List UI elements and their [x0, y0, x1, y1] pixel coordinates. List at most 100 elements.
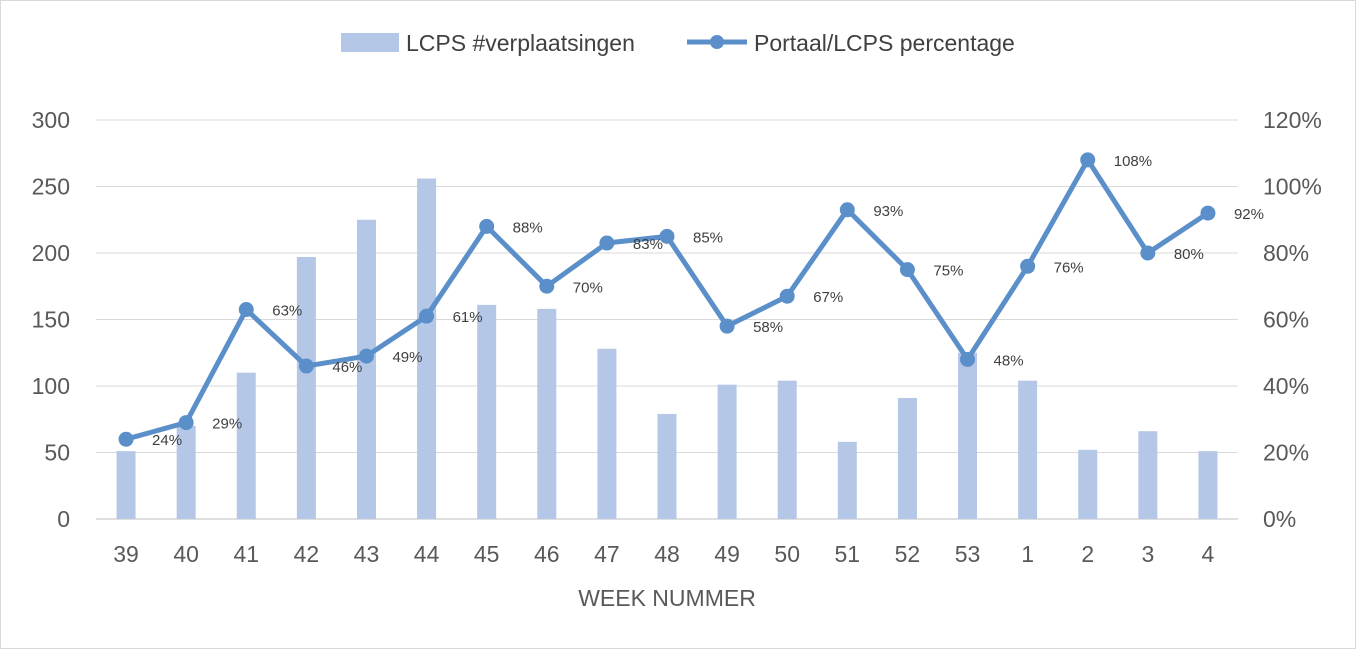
y-left-tick: 50: [44, 440, 70, 466]
bar-series: [116, 178, 1218, 519]
line-marker: [1020, 258, 1036, 274]
bar: [537, 308, 557, 519]
y-left-tick: 150: [32, 307, 70, 333]
y-left-tick: 250: [32, 174, 70, 200]
data-label: 92%: [1234, 206, 1264, 223]
line-marker: [899, 262, 915, 278]
y-right-tick: 40%: [1263, 373, 1309, 399]
data-label: 76%: [1054, 259, 1084, 276]
x-tick: 41: [233, 541, 259, 567]
bar: [958, 352, 978, 519]
data-label: 108%: [1114, 153, 1152, 170]
gridlines: [96, 119, 1238, 520]
x-tick: 47: [594, 541, 620, 567]
x-tick: 49: [714, 541, 740, 567]
left-axis: 0 50 100 150 200 250 300: [32, 107, 70, 532]
bar: [1078, 449, 1098, 519]
line-marker: [419, 308, 435, 324]
x-tick: 45: [474, 541, 500, 567]
line-marker: [839, 202, 855, 218]
bar: [597, 348, 617, 519]
y-left-tick: 100: [32, 373, 70, 399]
line-marker: [539, 278, 555, 294]
y-right-tick: 100%: [1263, 174, 1322, 200]
data-label: 46%: [332, 359, 362, 376]
legend: LCPS #verplaatsingen Portaal/LCPS percen…: [341, 30, 1015, 56]
x-tick: 44: [414, 541, 440, 567]
legend-bar-swatch: [341, 33, 399, 52]
legend-line-label: Portaal/LCPS percentage: [754, 30, 1015, 56]
bar: [897, 397, 917, 519]
x-tick: 39: [113, 541, 139, 567]
x-tick: 3: [1141, 541, 1154, 567]
data-label: 49%: [392, 349, 422, 366]
bar: [717, 384, 737, 519]
data-label: 75%: [933, 263, 963, 280]
data-label: 61%: [453, 309, 483, 326]
bar: [657, 413, 677, 519]
x-axis: 39 40 41 42 43 44 45 46 47 48 49 50 51 52 53 1 2 3 4: [113, 541, 1214, 567]
x-tick: 52: [895, 541, 921, 567]
line-marker: [178, 415, 194, 431]
line-marker: [298, 358, 314, 374]
bar: [176, 425, 196, 519]
bar: [356, 219, 376, 519]
line-marker: [719, 318, 735, 334]
x-tick: 40: [173, 541, 199, 567]
bar: [1198, 451, 1218, 519]
data-label: 70%: [573, 279, 603, 296]
bar: [1138, 431, 1158, 519]
data-label: 58%: [753, 319, 783, 336]
series-line: [125, 157, 1210, 442]
bar: [837, 441, 857, 519]
x-tick: 48: [654, 541, 680, 567]
data-labels: 24% 29% 63% 46% 49% 61% 88% 70% 83% 85% 58% 67% 93% 7…: [152, 153, 1264, 449]
y-right-tick: 20%: [1263, 440, 1309, 466]
bar: [116, 451, 136, 519]
line-marker: [479, 218, 495, 234]
x-tick: 1: [1021, 541, 1034, 567]
bar: [236, 372, 256, 519]
x-tick: 2: [1081, 541, 1094, 567]
x-tick: 43: [354, 541, 380, 567]
legend-bar-label: LCPS #verplaatsingen: [406, 30, 635, 56]
line-marker: [238, 302, 254, 318]
data-label: 83%: [633, 236, 663, 253]
x-tick: 50: [774, 541, 800, 567]
y-left-tick: 200: [32, 240, 70, 266]
data-label: 88%: [513, 219, 543, 236]
bar: [477, 304, 497, 519]
line-marker: [118, 431, 134, 447]
bar: [296, 256, 316, 519]
line-marker: [1140, 245, 1156, 261]
line-marker: [960, 351, 976, 367]
bar: [417, 178, 437, 519]
data-label: 85%: [693, 229, 723, 246]
line-marker: [1080, 152, 1096, 168]
data-label: 63%: [272, 303, 302, 320]
right-axis: 0% 20% 40% 60% 80% 100% 120%: [1263, 107, 1322, 532]
x-tick: 42: [294, 541, 320, 567]
legend-line-marker: [710, 35, 724, 49]
y-right-tick: 80%: [1263, 240, 1309, 266]
x-axis-title: WEEK NUMMER: [578, 585, 756, 611]
line-marker: [358, 348, 374, 364]
data-label: 29%: [212, 416, 242, 433]
line-marker: [659, 228, 675, 244]
line-marker: [599, 235, 615, 251]
bar: [777, 380, 797, 519]
y-left-tick: 0: [57, 506, 70, 532]
line-marker: [779, 288, 795, 304]
bar: [1018, 380, 1038, 519]
line-marker: [1200, 205, 1216, 221]
data-label: 67%: [813, 289, 843, 306]
y-right-tick: 0%: [1263, 506, 1296, 532]
line-series: [118, 152, 1216, 447]
y-left-tick: 300: [32, 107, 70, 133]
y-right-tick: 60%: [1263, 307, 1309, 333]
data-label: 24%: [152, 432, 182, 449]
x-tick: 46: [534, 541, 560, 567]
data-label: 80%: [1174, 246, 1204, 263]
